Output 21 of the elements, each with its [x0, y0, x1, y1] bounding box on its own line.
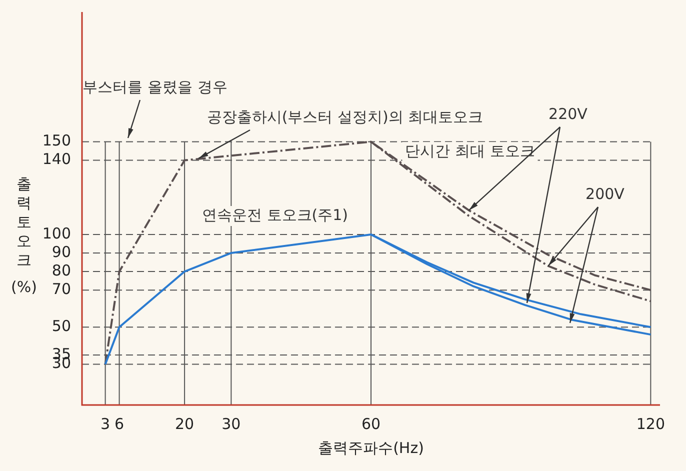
y-tick-label: 150	[42, 132, 71, 150]
y-tick-label: 70	[52, 280, 71, 298]
annotation: 단시간 최대 토오크	[405, 142, 535, 160]
y-tick-label: 80	[52, 261, 71, 280]
annotation: 공장출하시(부스터 설정치)의 최대토오크	[206, 108, 484, 126]
y-tick-label: 140	[42, 150, 71, 168]
x-tick-label: 20	[175, 414, 194, 433]
x-tick-label: 60	[361, 414, 381, 433]
annotation: 부스터를 올렸을 경우	[82, 78, 228, 96]
x-tick-label: 30	[222, 414, 241, 433]
y-axis-title: 출력토오크 (%)	[11, 174, 37, 296]
y-tick-label: 50	[52, 317, 71, 336]
annotation: 220V	[548, 104, 588, 123]
annotation: 200V	[586, 184, 626, 203]
y-tick-label: 100	[42, 224, 71, 242]
x-axis-title: 출력주파수(Hz)	[318, 438, 424, 457]
x-tick-label: 3	[100, 414, 110, 433]
x-tick-label: 120	[636, 414, 665, 433]
y-tick-label: 90	[52, 242, 71, 261]
x-tick-label: 6	[114, 414, 124, 433]
annotation: 연속운전 토오크(주1)	[202, 206, 348, 224]
